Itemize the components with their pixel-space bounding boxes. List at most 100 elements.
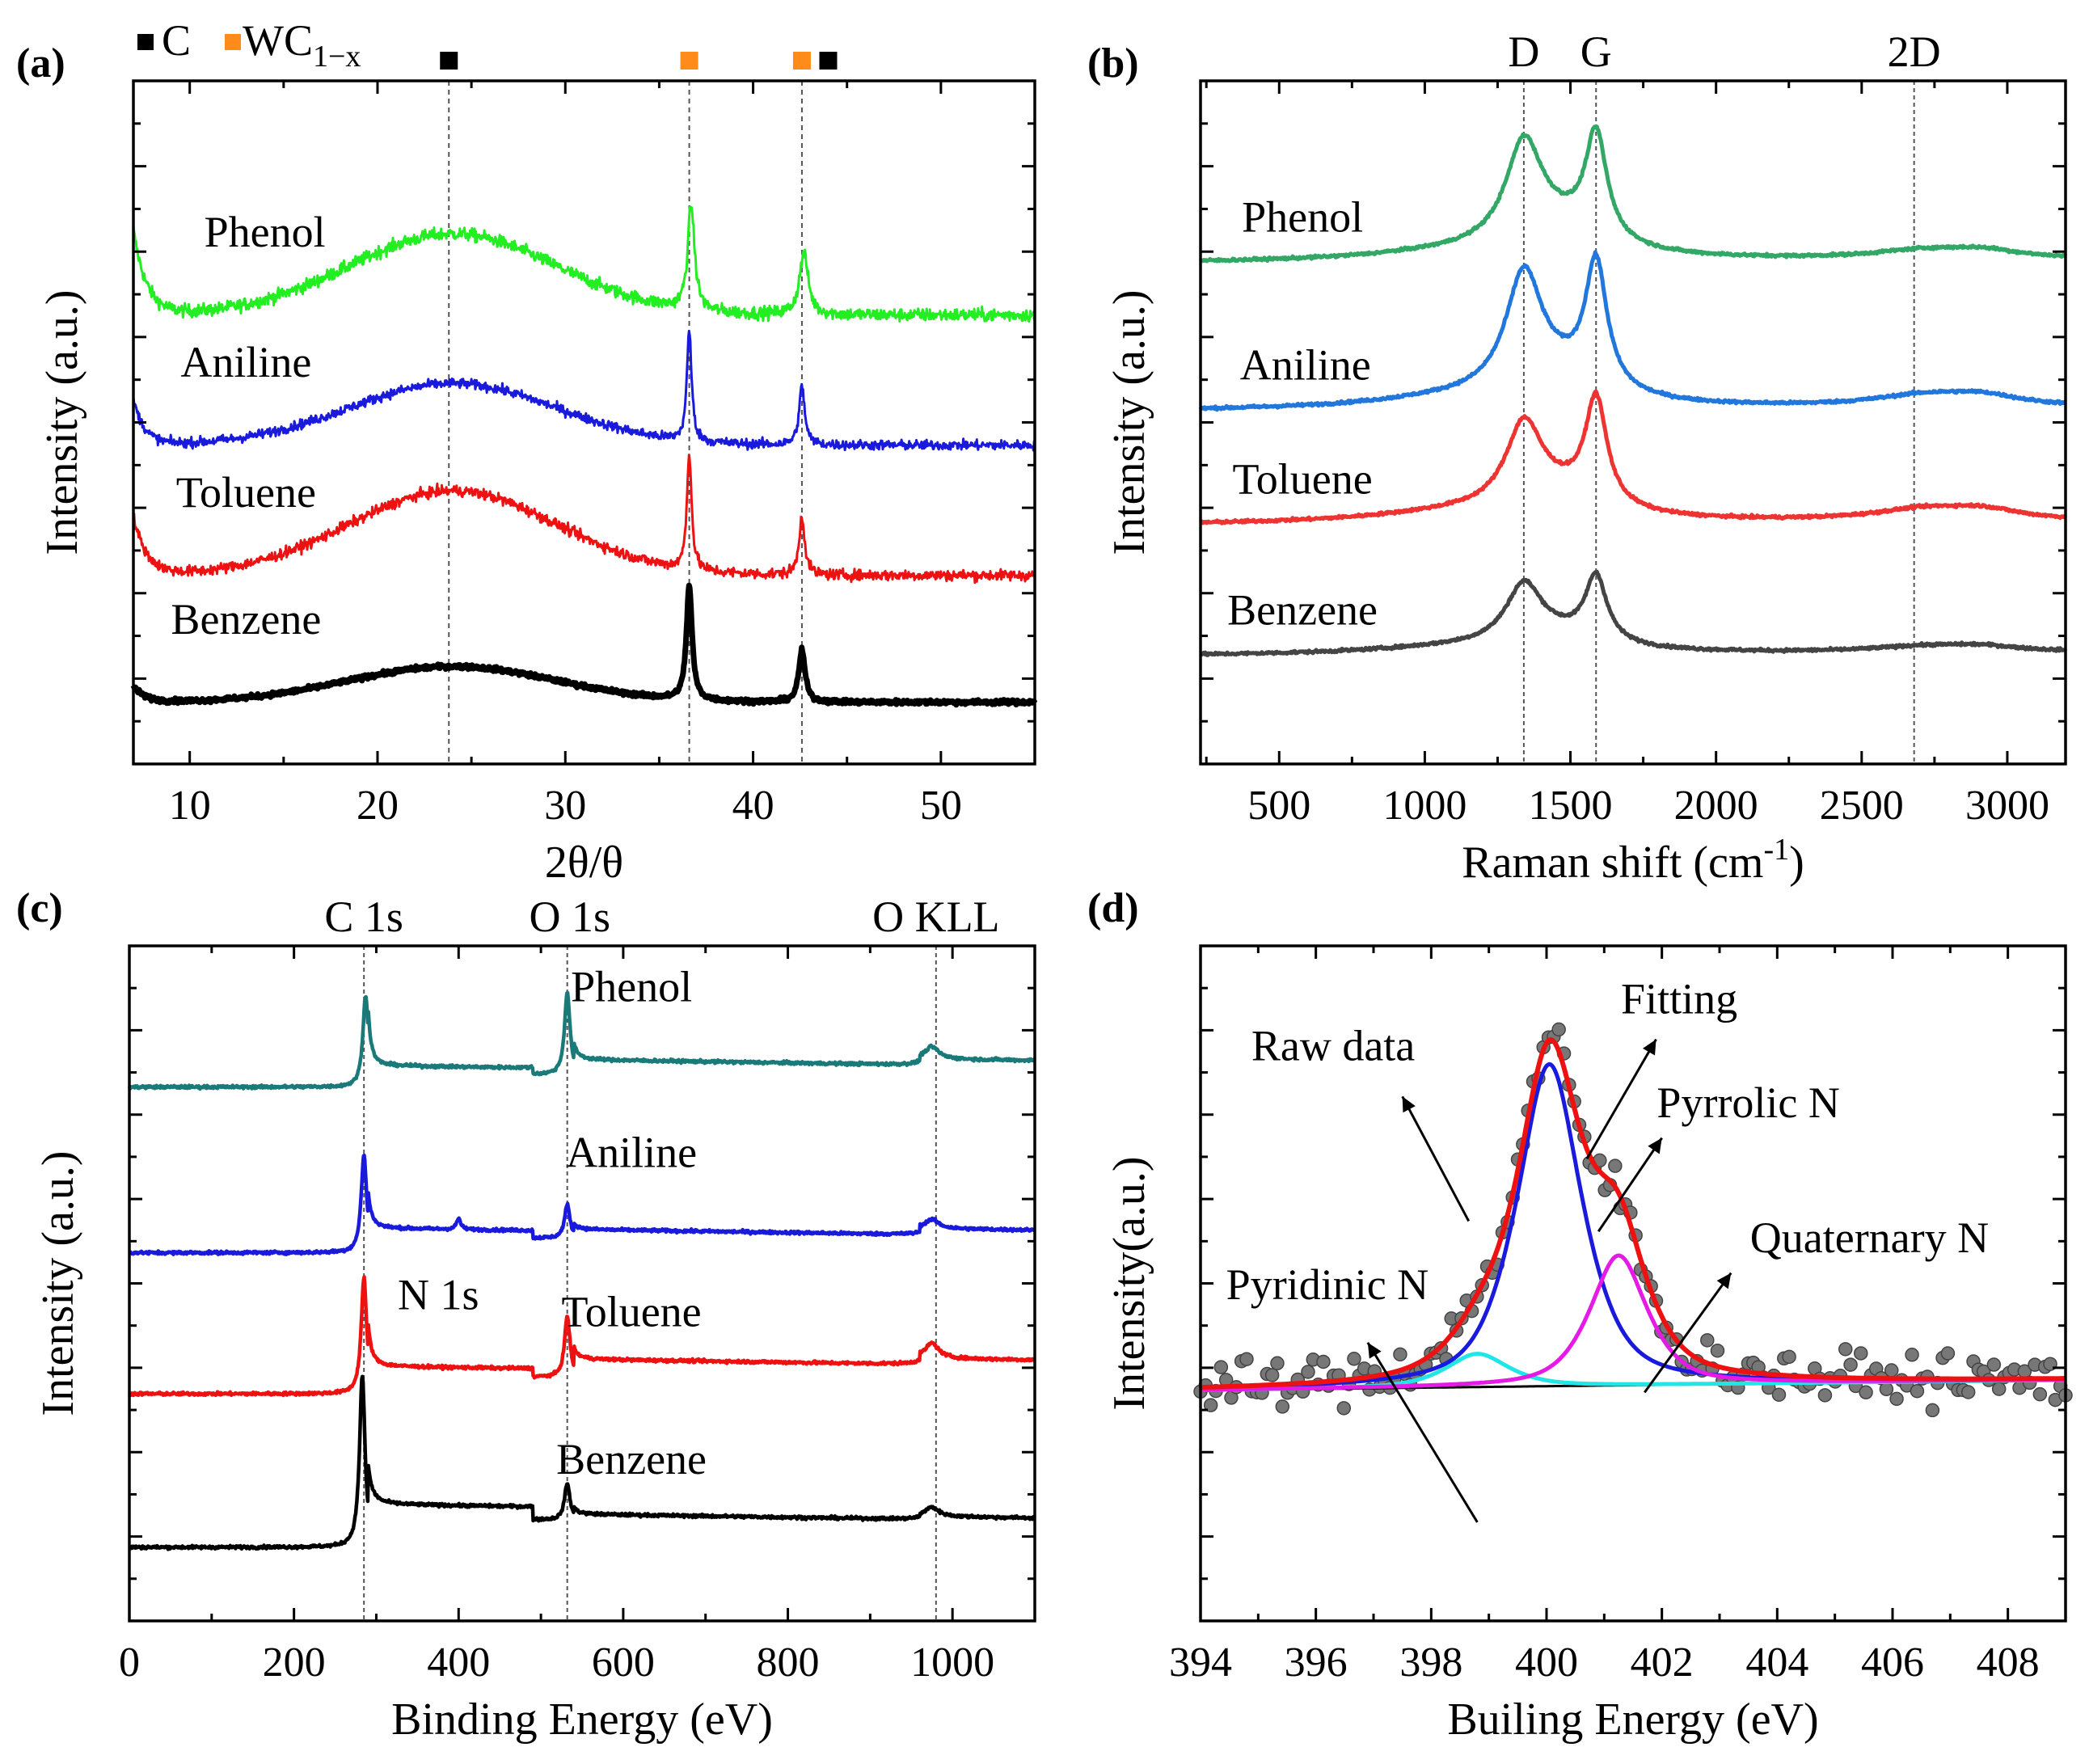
series-line-toluene [132, 454, 1036, 584]
series-line-toluene [127, 1275, 1036, 1398]
annotation-label: Pyrrolic N [1656, 1078, 1839, 1127]
panel-label: (d) [1087, 885, 1139, 931]
raw-data-point [1960, 1385, 1976, 1399]
panel-frame-2: 0 200 400 600 800 1000 Binding Energy (eV) Inte… [16, 885, 1036, 1745]
peak-label: G [1580, 27, 1612, 76]
raw-data-point [1316, 1354, 1331, 1369]
annotation-label: N 1s [398, 1270, 479, 1319]
series-label: Benzene [171, 595, 321, 644]
raw-data-point [1940, 1346, 1956, 1361]
raw-data-point [1817, 1388, 1833, 1403]
legend-label-wc: WC1−x [243, 16, 361, 74]
fitting-line [1201, 1037, 2066, 1391]
plot-frame [132, 79, 1036, 766]
x-tick-label: 50 [920, 783, 962, 829]
panel-label: (a) [16, 40, 65, 87]
panel-d-n1s: Raw data Fitting Pyrrolic N Quaternary N Pyr… [1193, 975, 2073, 1523]
series-line-benzene [130, 582, 1038, 708]
x-tick-label: 30 [544, 783, 586, 829]
raw-data-point [1608, 1158, 1623, 1173]
raw-data-point [1843, 1357, 1858, 1372]
x-axis-label: 2θ/θ [545, 838, 623, 888]
series-label: Aniline [1240, 341, 1371, 390]
x-axis-label: Builing Energy (eV) [1447, 1694, 1818, 1745]
panel-b-raman: D G 2D Phenol Aniline Toluene Benzene [1198, 27, 2068, 764]
annotation-label: Pyridinic N [1226, 1260, 1429, 1309]
plot-frame [1199, 79, 2067, 766]
x-tick-label: 394 [1169, 1640, 1232, 1686]
panel-frame-1: 500 1000 1500 2000 2500 3000 Raman shift (cm-1… [1087, 40, 2067, 888]
annotation-arrowhead [1648, 1137, 1662, 1154]
panel-label: (b) [1087, 40, 1139, 87]
legend-label-wc-main: WC [243, 16, 313, 65]
raw-data-point [1905, 1348, 1919, 1362]
x-axis-label-end: ) [1789, 838, 1804, 888]
raw-data-point [1838, 1342, 1853, 1357]
x-tick-label: 1000 [1382, 783, 1467, 829]
series-line-phenol [132, 205, 1036, 323]
raw-data-point [1925, 1403, 1940, 1418]
series-line-aniline [1198, 250, 2067, 412]
annotation-arrow [1597, 1137, 1663, 1233]
peak-label: O KLL [872, 893, 999, 941]
series-label: Aniline [566, 1128, 697, 1176]
x-tick-label: 396 [1285, 1640, 1348, 1686]
raw-data-point [1859, 1385, 1873, 1400]
raw-data-point [1275, 1399, 1290, 1414]
phase-marker [440, 52, 458, 70]
x-axis-label-sup: -1 [1763, 833, 1789, 867]
raw-data-point [1347, 1352, 1361, 1366]
x-tick-label: 1000 [910, 1640, 994, 1686]
series-line-aniline [128, 1153, 1036, 1256]
series-line-aniline [132, 329, 1036, 452]
raw-data-point [1910, 1383, 1925, 1399]
x-tick-label: 402 [1631, 1640, 1694, 1686]
panel-label: (c) [16, 885, 63, 931]
raw-data-point [1264, 1368, 1280, 1382]
raw-data-point [1710, 1343, 1725, 1358]
series-label: Toluene [176, 468, 316, 517]
series-label: Phenol [205, 208, 326, 256]
annotation-label: Quaternary N [1750, 1213, 1989, 1262]
series-label: Phenol [571, 962, 692, 1011]
raw-data-point [1853, 1346, 1868, 1361]
series-line-phenol [1199, 124, 2068, 264]
raw-data-point [1213, 1360, 1229, 1374]
legend-label-c: C [162, 16, 191, 65]
raw-data-point [1889, 1391, 1904, 1407]
x-tick-label: 406 [1861, 1640, 1924, 1686]
panel-c-xps: C 1s O 1s O KLL Phenol Aniline Toluene Benzene… [127, 893, 1036, 1621]
peak-label: C 1s [324, 893, 403, 941]
annotation-label: Fitting [1621, 975, 1737, 1023]
series-label: Toluene [562, 1288, 702, 1336]
x-tick-label: 398 [1399, 1640, 1462, 1686]
legend-swatch-wc [225, 34, 241, 50]
series-line-benzene [128, 1374, 1036, 1551]
legend-label-wc-sub: 1−x [313, 40, 361, 74]
legend-swatch-c [137, 34, 154, 50]
annotation-arrowhead [1367, 1342, 1382, 1359]
annotation-arrowhead [1642, 1039, 1656, 1056]
x-axis-label-text: Binding Energy (eV) [391, 1694, 773, 1745]
panel-frame-3: 394 396 398 400 402 404 406 408 Builing Energy (… [1087, 885, 2067, 1745]
x-tick-label: 200 [263, 1640, 326, 1686]
x-axis-label-text: Builing Energy (eV) [1447, 1694, 1818, 1745]
x-tick-label: 500 [1247, 783, 1310, 829]
x-tick-label: 1500 [1529, 783, 1613, 829]
x-axis-label: Binding Energy (eV) [391, 1694, 773, 1745]
peak-label: D [1508, 27, 1539, 76]
phase-marker [680, 52, 698, 70]
raw-data-point [1551, 1022, 1566, 1037]
series-label: Aniline [180, 338, 311, 386]
peak-label: 2D [1888, 27, 1941, 76]
annotation-label: Raw data [1251, 1021, 1415, 1070]
x-tick-label: 408 [1977, 1640, 2040, 1686]
series-line-toluene [1199, 389, 2067, 525]
raw-data-point [1270, 1356, 1285, 1371]
x-tick-label: 3000 [1965, 783, 2049, 829]
raw-data-point [1393, 1347, 1407, 1362]
phase-marker [819, 52, 838, 70]
panel-frame-0: 10 20 30 40 50 2θ/θ Intensity (a.u.) (a) [16, 40, 1036, 888]
series-label: Toluene [1233, 455, 1373, 504]
